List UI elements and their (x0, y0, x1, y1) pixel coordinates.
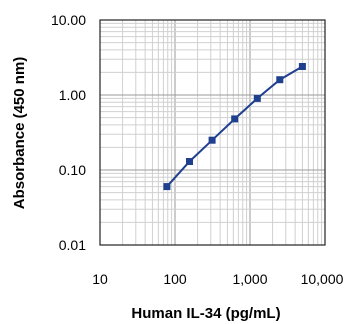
grid (99, 20, 325, 246)
y-tick-label-1: 1.00 (59, 87, 86, 103)
plot-frame (99, 19, 326, 246)
x-tick-label-2: 1,000 (232, 271, 267, 287)
data-point-2 (208, 136, 216, 144)
data-point-6 (298, 63, 306, 70)
y-axis-title: Absorbance (450 nm) (11, 57, 28, 210)
data-point-4 (253, 94, 261, 102)
x-tick-label-1: 100 (163, 271, 187, 287)
y-tick-label-2: 0.10 (59, 162, 86, 178)
series-layer (163, 63, 306, 191)
data-point-0 (163, 183, 171, 191)
y-tick-label-0: 10.00 (51, 12, 86, 28)
data-point-3 (231, 115, 239, 123)
series-line-0 (166, 65, 303, 188)
data-point-5 (276, 76, 284, 84)
data-point-1 (186, 158, 193, 165)
x-tick-label-0: 10 (92, 271, 108, 287)
x-tick-label-3: 10,000 (301, 271, 344, 287)
x-axis-title: Human IL-34 (pg/mL) (131, 305, 280, 322)
y-tick-label-3: 0.01 (59, 237, 86, 253)
